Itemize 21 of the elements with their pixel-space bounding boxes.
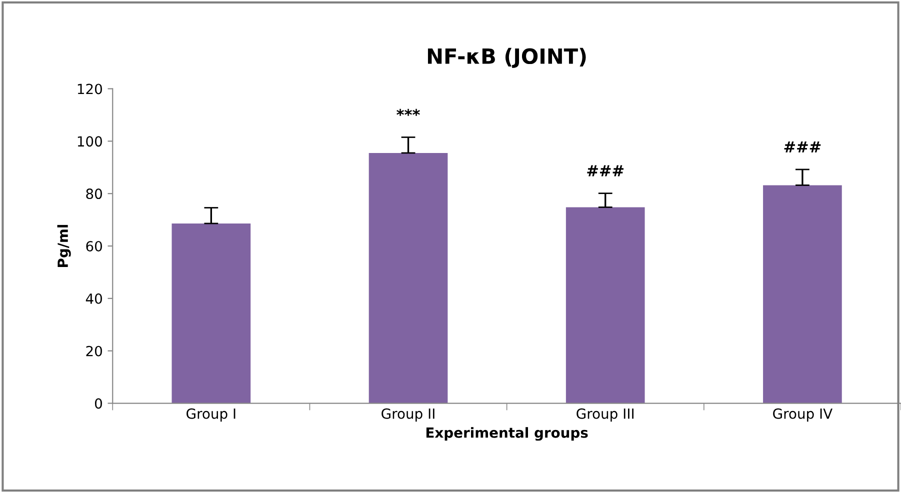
y-tick-label: 80 bbox=[86, 188, 102, 200]
bar bbox=[763, 185, 842, 404]
y-tick-label: 100 bbox=[78, 136, 102, 147]
y-axis-title: Pg/ml bbox=[57, 224, 71, 267]
bar bbox=[566, 207, 645, 404]
x-tick-label: Group I bbox=[186, 408, 236, 422]
y-tick-label: 120 bbox=[78, 84, 102, 94]
chart-title: NF-κB (JOINT) bbox=[428, 48, 586, 68]
x-tick-label: Group II bbox=[382, 408, 434, 422]
y-tick-label: 40 bbox=[86, 293, 102, 304]
x-axis-title: Experimental groups bbox=[426, 427, 588, 441]
x-tick-label: Group III bbox=[576, 408, 634, 422]
y-tick-label: 60 bbox=[86, 240, 102, 252]
y-tick-label: 20 bbox=[86, 346, 102, 356]
bar bbox=[172, 223, 251, 404]
data-label: ### bbox=[784, 141, 821, 152]
bar bbox=[368, 152, 448, 404]
data-label: *** bbox=[396, 108, 420, 116]
y-tick-label: 0 bbox=[94, 398, 102, 409]
data-label: ### bbox=[587, 165, 624, 176]
x-tick-label: Group IV bbox=[773, 408, 832, 422]
